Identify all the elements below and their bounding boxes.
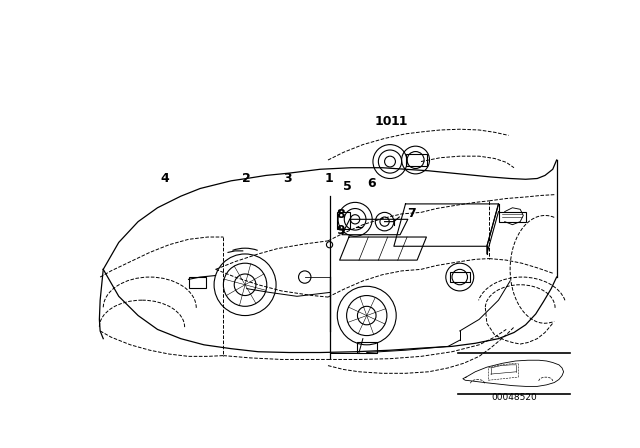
Text: 4: 4: [161, 172, 170, 185]
Text: 3: 3: [284, 172, 292, 185]
Text: 8: 8: [336, 208, 345, 221]
Bar: [406, 154, 428, 166]
Bar: [189, 277, 205, 288]
Text: 11: 11: [390, 115, 408, 128]
Text: 00048520: 00048520: [491, 393, 537, 402]
Text: 6: 6: [367, 177, 376, 190]
Text: 7: 7: [407, 207, 416, 220]
Text: 5: 5: [343, 181, 352, 194]
Bar: [451, 271, 470, 282]
Bar: [499, 212, 525, 222]
Bar: [337, 211, 351, 228]
Text: 10: 10: [374, 115, 392, 128]
Text: 9: 9: [336, 224, 345, 237]
Text: 1: 1: [324, 172, 333, 185]
Text: 2: 2: [243, 172, 251, 185]
Bar: [358, 342, 377, 353]
